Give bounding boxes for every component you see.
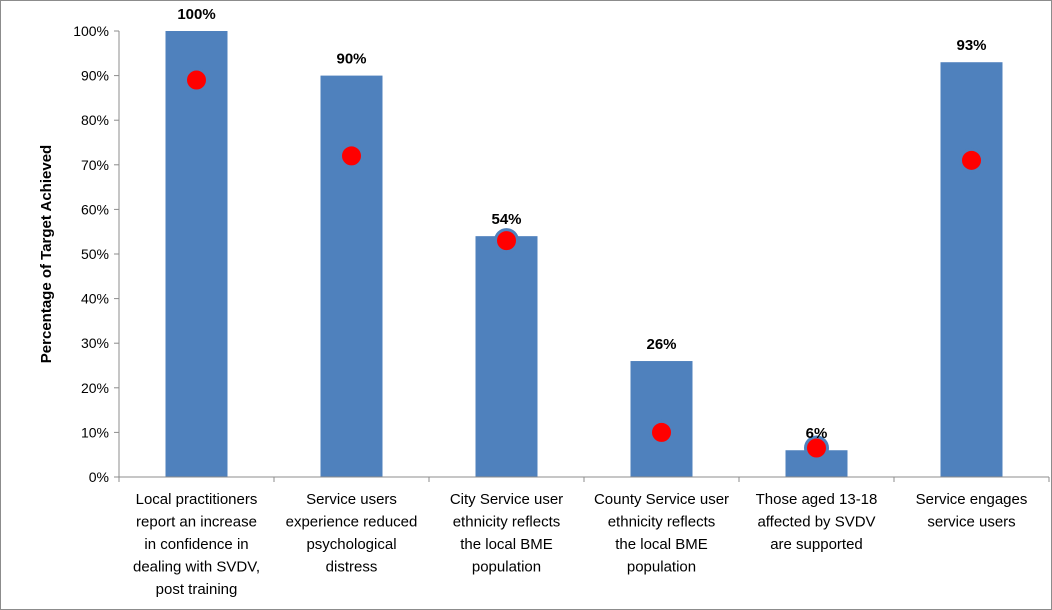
category-label: distress (326, 559, 378, 576)
y-tick-label: 60% (81, 201, 109, 217)
marker-point (649, 419, 674, 445)
category-label: City Service user (450, 491, 563, 508)
y-tick-label: 70% (81, 157, 109, 173)
bar (940, 62, 1003, 477)
y-tick-label: 90% (81, 68, 109, 84)
bars (165, 31, 1003, 477)
y-tick-label: 30% (81, 335, 109, 351)
y-tick-label: 40% (81, 291, 109, 307)
data-label: 26% (646, 336, 676, 353)
category-label: service users (927, 514, 1015, 531)
category-labels: Local practitioners report an increase in … (133, 491, 1027, 598)
y-tick-label: 100% (73, 23, 109, 39)
data-label: 93% (956, 37, 986, 54)
category-label: psychological (306, 536, 396, 553)
y-tick-label: 0% (89, 469, 109, 485)
bar (320, 75, 383, 477)
bar (630, 361, 693, 477)
markers (184, 67, 984, 461)
y-tick-label: 50% (81, 246, 109, 262)
marker-point (339, 143, 364, 169)
category-label: dealing with SVDV, (133, 559, 260, 576)
category-label: ethnicity reflects (453, 514, 561, 531)
marker-point (184, 67, 209, 93)
category-label: post training (156, 581, 238, 598)
category-label: County Service user (594, 491, 729, 508)
category-label: in confidence in (144, 536, 248, 553)
y-axis-title: Percentage of Target Achieved (38, 145, 55, 363)
category-label: Service engages (916, 491, 1028, 508)
category-label: the local BME (460, 536, 553, 553)
category-label: Local practitioners (136, 491, 258, 508)
marker-point (959, 147, 984, 173)
y-tick-label: 10% (81, 424, 109, 440)
category-label: Service users (306, 491, 397, 508)
y-tick-label: 80% (81, 112, 109, 128)
data-label: 6% (806, 425, 828, 442)
category-label: population (627, 559, 696, 576)
data-label: 100% (177, 6, 215, 23)
category-label: population (472, 559, 541, 576)
category-label: the local BME (615, 536, 708, 553)
y-tick-label: 20% (81, 380, 109, 396)
category-label: ethnicity reflects (608, 514, 716, 531)
category-label: Those aged 13-18 (756, 491, 878, 508)
axes (118, 31, 1050, 482)
category-label: are supported (770, 536, 863, 553)
category-label: report an increase (136, 514, 257, 531)
data-labels: 100% 90% 54% 26% 6% 93% (177, 6, 986, 442)
y-axis-title-group: Percentage of Target Achieved (38, 145, 55, 363)
category-label: affected by SVDV (757, 514, 875, 531)
data-label: 90% (336, 51, 366, 68)
data-label: 54% (491, 211, 521, 228)
y-axis-ticks: 0% 10% 20% 30% 40% 50% 60% 70% 80% 90% 100% (73, 23, 119, 485)
bar (475, 236, 538, 477)
bar (165, 31, 228, 477)
marker-point (494, 228, 519, 254)
marker-point (804, 435, 829, 461)
category-label: experience reduced (286, 514, 418, 531)
